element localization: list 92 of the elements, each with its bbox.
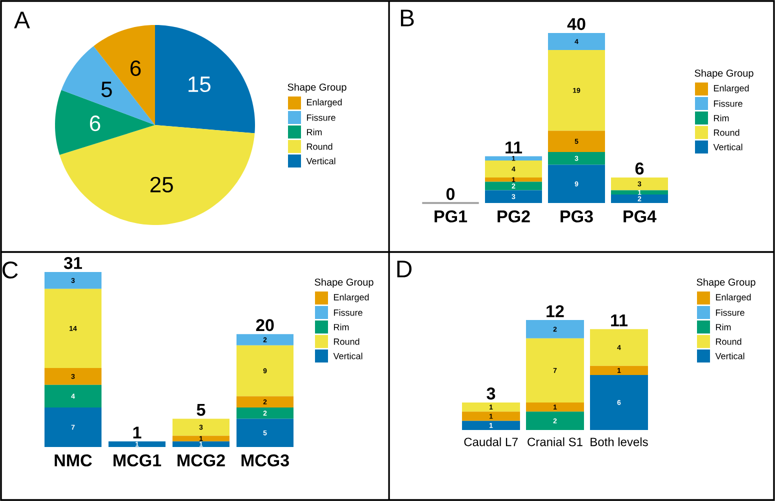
bar: [462, 420, 520, 430]
bar: [526, 338, 584, 402]
total-label: 20: [256, 319, 274, 332]
x-tick-label: MCG3: [242, 454, 289, 466]
bar: [485, 160, 542, 178]
legend-label: Vertical: [306, 158, 336, 164]
bar: [485, 178, 542, 182]
chart-title: D: [397, 260, 412, 278]
bar: [590, 366, 648, 375]
bar: [462, 402, 520, 412]
x-tick-label: NMC: [54, 454, 92, 466]
bar: [526, 402, 584, 412]
legend-label: Enlarged: [307, 98, 342, 108]
legend-label: Rim: [307, 128, 322, 136]
legend-label: Fissure: [716, 309, 744, 316]
total-label: 11: [506, 142, 522, 154]
total-label: 0: [446, 188, 455, 200]
legend-label: Enlarged: [714, 84, 749, 94]
total-label: 5: [196, 404, 206, 416]
bar: [526, 320, 584, 338]
data-label: 5: [101, 82, 112, 98]
x-tick-label: PG1: [434, 210, 468, 222]
bar: [590, 329, 648, 366]
bar: [44, 368, 102, 385]
x-tick-label: Both levels: [590, 437, 648, 446]
data-label: 15: [188, 76, 210, 92]
legend-title: Shape Group: [314, 278, 374, 288]
legend-label: Enlarged: [334, 294, 369, 302]
x-tick-label: Cranial S1: [528, 437, 582, 446]
bar: [548, 33, 605, 50]
bar: [485, 156, 542, 160]
x-tick-label: MCG1: [114, 454, 162, 466]
legend-label: Fissure: [714, 100, 742, 107]
legend-label: Round: [716, 338, 742, 345]
bar: [548, 130, 605, 152]
bar: [236, 334, 294, 346]
data-label: 25: [150, 176, 173, 192]
chart-title: C: [2, 261, 18, 278]
bar: [172, 436, 230, 442]
bar: [548, 164, 605, 203]
legend-label: Fissure: [334, 309, 362, 316]
data-label: 6: [90, 116, 100, 132]
legend-label: Round: [334, 338, 360, 345]
bar: [611, 190, 668, 194]
chart-title: B: [400, 10, 414, 26]
bar: [611, 194, 668, 203]
data-label: 6: [130, 60, 141, 76]
bar: [44, 288, 102, 368]
chart-title: A: [14, 12, 30, 28]
legend-title: Shape Group: [288, 83, 346, 93]
total-label: 6: [635, 162, 644, 175]
x-tick-label: PG2: [498, 210, 530, 222]
bar: [44, 407, 102, 447]
bar: [526, 412, 584, 430]
legend-label: Round: [307, 143, 332, 150]
total-label: 12: [546, 305, 564, 318]
bar: [236, 345, 294, 396]
legend-label: Vertical: [333, 352, 362, 360]
bar: [172, 418, 230, 436]
x-tick-label: PG3: [560, 210, 593, 222]
bar: [44, 384, 102, 408]
total-label: 11: [611, 314, 628, 326]
legend-label: Vertical: [715, 352, 744, 360]
bar: [172, 441, 230, 447]
bar: [548, 152, 605, 165]
legend-label: Vertical: [713, 144, 742, 150]
bar: [590, 375, 648, 430]
bar: [611, 178, 668, 190]
x-tick-label: MCG2: [178, 454, 225, 466]
legend-label: Rim: [714, 114, 729, 122]
x-tick-label: Caudal L7: [464, 437, 518, 446]
legend-label: Enlarged: [716, 294, 751, 302]
total-label: 3: [486, 388, 496, 400]
bar: [236, 418, 294, 447]
legend-label: Rim: [334, 324, 349, 330]
legend-label: Fissure: [307, 114, 336, 121]
bar: [462, 412, 520, 421]
total-label: 31: [64, 257, 82, 270]
total-label: 40: [567, 18, 586, 30]
bar: [236, 407, 294, 419]
bar: [108, 441, 166, 447]
total-label: 1: [133, 426, 142, 438]
bar: [548, 50, 605, 131]
bar: [236, 396, 294, 408]
legend-label: Round: [714, 129, 740, 136]
bar: [44, 272, 102, 289]
bar: [485, 182, 542, 190]
x-tick-label: PG4: [624, 210, 656, 222]
bar: [485, 190, 542, 203]
legend-title: Shape Group: [696, 278, 756, 288]
legend-label: Rim: [716, 324, 731, 330]
legend-title: Shape Group: [694, 69, 754, 79]
